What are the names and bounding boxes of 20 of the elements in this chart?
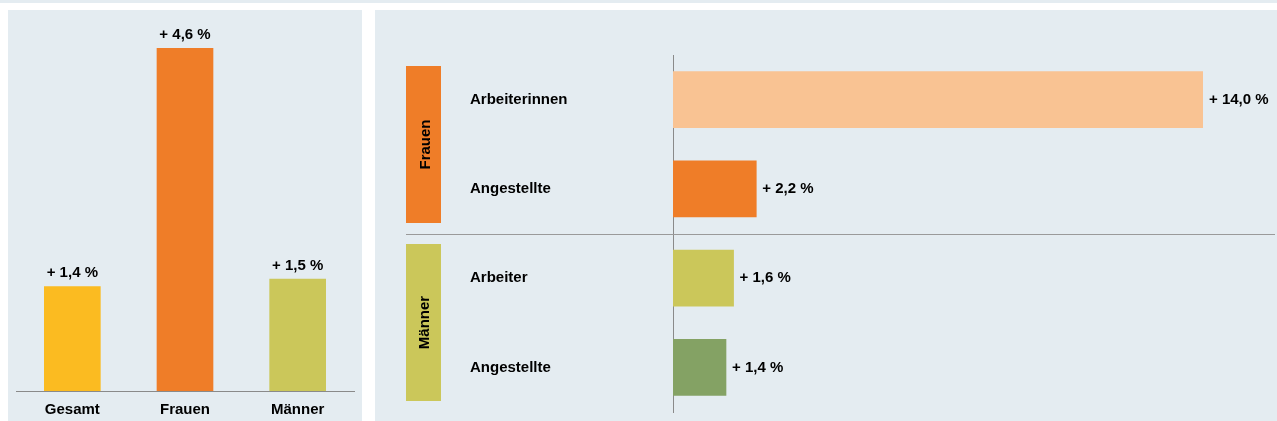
bar [673, 160, 757, 218]
data-label: + 1,5 % [272, 255, 324, 273]
data-label: + 4,6 % [159, 24, 211, 42]
bar [673, 71, 1203, 128]
y-tick-label: Arbeiter [470, 268, 528, 286]
data-label: + 2,2 % [762, 179, 814, 197]
data-label: + 1,4 % [732, 357, 784, 375]
data-label: + 1,6 % [739, 268, 791, 286]
bar [673, 249, 734, 307]
bar [673, 339, 727, 396]
x-tick-label: Männer [270, 400, 325, 418]
text: Frauen [415, 119, 433, 170]
data-label: + 14,0 % [1209, 89, 1269, 107]
data-label: + 1,4 % [46, 263, 98, 281]
y-tick-label: Angestellte [470, 179, 551, 197]
x-tick-label: Frauen [159, 400, 211, 418]
text: Männer [415, 296, 432, 350]
y-tick-label: Angestellte [470, 357, 551, 375]
x-tick-label: Gesamt [44, 400, 100, 418]
y-tick-label: Arbeiterinnen [470, 89, 568, 107]
